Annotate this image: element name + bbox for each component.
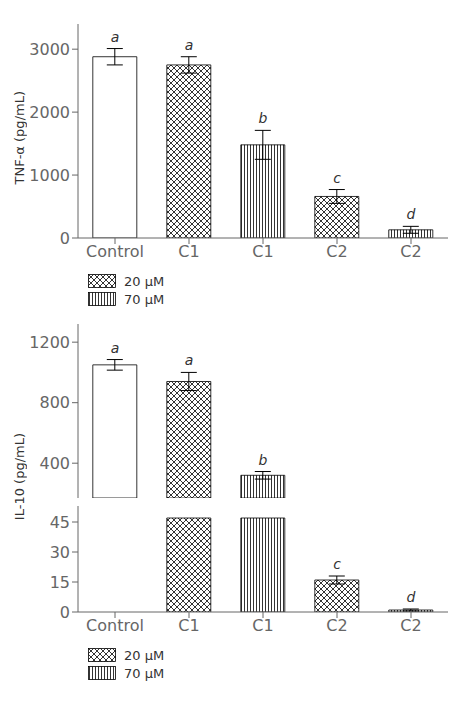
svg-text:1000: 1000 (30, 166, 70, 185)
svg-text:c: c (333, 170, 341, 186)
svg-text:800: 800 (39, 393, 70, 412)
html-text:70 μM: 70 μM (124, 665, 165, 681)
html-text:20 μM: 20 μM (124, 273, 165, 289)
svg-text:a: a (185, 352, 194, 368)
svg-text:Control: Control (86, 616, 144, 635)
html-text:70 μM: 70 μM (124, 291, 165, 307)
svg-text:C2: C2 (400, 616, 421, 635)
html-text:IL-10 (pg/mL): IL-10 (pg/mL) (11, 433, 27, 521)
svg-text:a: a (111, 340, 120, 356)
svg-text:30: 30 (50, 543, 70, 562)
svg-text:C1: C1 (252, 616, 273, 635)
svg-text:b: b (259, 452, 268, 468)
svg-text:Control: Control (86, 242, 144, 261)
svg-text:d: d (407, 589, 416, 605)
svg-text:C2: C2 (326, 616, 347, 635)
svg-text:C1: C1 (178, 242, 199, 261)
svg-text:0: 0 (60, 229, 70, 248)
svg-text:C1: C1 (252, 242, 273, 261)
svg-text:400: 400 (39, 454, 70, 473)
svg-text:a: a (185, 37, 194, 53)
svg-text:a: a (111, 29, 120, 45)
html-text:20 μM: 20 μM (124, 647, 165, 663)
svg-text:b: b (259, 110, 268, 126)
svg-text:2000: 2000 (30, 103, 70, 122)
html-text:TNF-α (pg/mL): TNF-α (pg/mL) (11, 91, 27, 185)
svg-text:15: 15 (50, 573, 70, 592)
svg-text:1200: 1200 (30, 333, 70, 352)
svg-text:C1: C1 (178, 616, 199, 635)
svg-text:0: 0 (60, 603, 70, 622)
svg-text:3000: 3000 (30, 40, 70, 59)
svg-text:45: 45 (50, 513, 70, 532)
svg-text:c: c (333, 556, 341, 572)
svg-text:d: d (407, 206, 416, 222)
svg-text:C2: C2 (326, 242, 347, 261)
svg-text:C2: C2 (400, 242, 421, 261)
